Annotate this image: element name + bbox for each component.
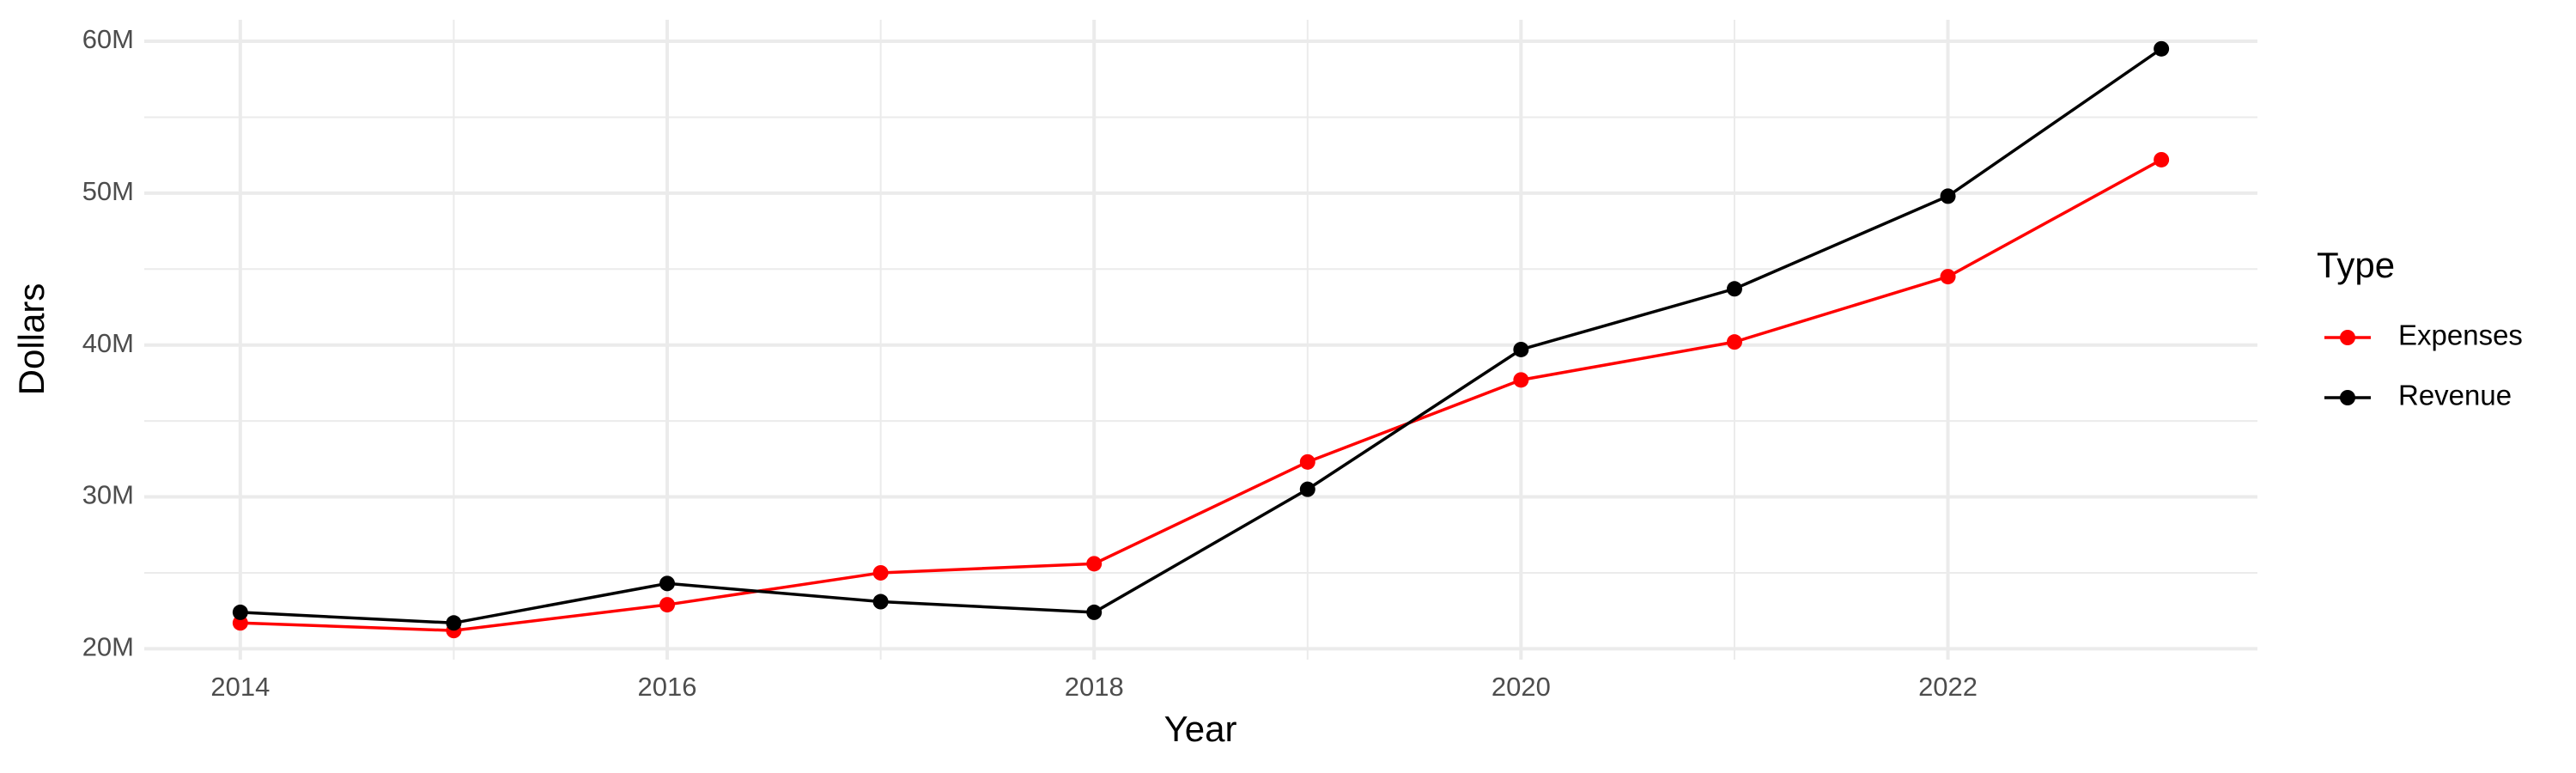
legend-title: Type <box>2317 245 2395 285</box>
data-point <box>232 615 248 631</box>
data-point <box>232 604 248 620</box>
y-tick-label: 20M <box>82 632 134 662</box>
data-point <box>2154 151 2170 167</box>
data-point <box>1513 372 1529 388</box>
x-tick-label: 2018 <box>1065 672 1124 702</box>
legend-label: Revenue <box>2398 380 2512 411</box>
x-tick-label: 2022 <box>1918 672 1978 702</box>
data-point <box>1086 604 1103 620</box>
y-tick-label: 50M <box>82 176 134 206</box>
y-tick-label: 30M <box>82 480 134 510</box>
data-point <box>872 593 889 610</box>
data-point <box>1513 341 1529 357</box>
y-tick-label: 40M <box>82 328 134 358</box>
data-point <box>1940 188 1956 204</box>
data-point <box>872 564 889 581</box>
data-point <box>1299 453 1315 470</box>
legend-label: Expenses <box>2398 320 2523 351</box>
y-tick-label: 60M <box>82 24 134 54</box>
x-axis-title: Year <box>1164 709 1237 749</box>
data-point <box>1726 281 1742 297</box>
x-tick-label: 2020 <box>1492 672 1551 702</box>
y-axis-title: Dollars <box>11 283 52 396</box>
data-point <box>659 575 676 592</box>
series-line <box>240 47 2163 625</box>
legend-key-point <box>2340 390 2355 405</box>
data-point <box>1726 334 1742 350</box>
data-point <box>1086 556 1103 572</box>
x-tick-label: 2014 <box>210 672 270 702</box>
series-line <box>240 158 2162 632</box>
data-point <box>446 615 462 631</box>
data-point <box>2154 40 2170 57</box>
x-tick-label: 2016 <box>638 672 697 702</box>
legend-key-point <box>2340 330 2355 345</box>
data-point <box>659 597 676 613</box>
data-point <box>1940 269 1956 285</box>
data-point <box>1299 481 1315 497</box>
